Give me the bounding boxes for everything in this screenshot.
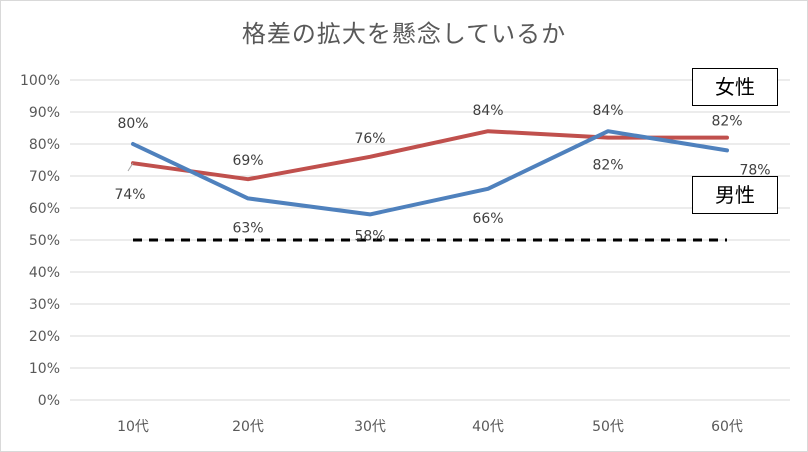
data-label-female: 84% <box>472 103 503 119</box>
series-line-female <box>131 129 729 182</box>
data-label-female: 76% <box>354 131 385 147</box>
data-label-male: 80% <box>117 116 148 132</box>
x-tick-label: 60代 <box>711 419 743 435</box>
x-tick-label: 30代 <box>354 419 386 435</box>
y-tick-label: 30% <box>29 297 60 313</box>
y-tick-label: 60% <box>29 201 60 217</box>
legend-male-label: 男性 <box>692 176 778 214</box>
data-label-female: 82% <box>711 114 742 130</box>
y-tick-label: 90% <box>29 105 60 121</box>
data-label-female: 74% <box>114 187 145 203</box>
y-tick-label: 10% <box>29 361 60 377</box>
y-tick-label: 0% <box>38 393 60 409</box>
data-label-male: 58% <box>354 228 385 244</box>
y-tick-label: 40% <box>29 265 60 281</box>
data-label-male: 66% <box>472 211 503 227</box>
legend-female-label: 女性 <box>692 68 778 106</box>
x-tick-label: 40代 <box>472 419 504 435</box>
y-tick-label: 80% <box>29 137 60 153</box>
x-tick-label: 20代 <box>232 419 264 435</box>
data-label-male: 84% <box>592 103 623 119</box>
y-tick-label: 20% <box>29 329 60 345</box>
chart-title: 格差の拡大を懸念しているか <box>241 20 567 48</box>
data-label-leader <box>127 162 134 172</box>
data-label-female: 82% <box>592 158 623 174</box>
series-line-male <box>131 129 729 217</box>
data-label-male: 78% <box>739 162 770 178</box>
data-label-female: 69% <box>232 153 263 169</box>
x-tick-label: 50代 <box>592 419 624 435</box>
y-tick-label: 50% <box>29 233 60 249</box>
y-tick-label: 70% <box>29 169 60 185</box>
y-tick-label: 100% <box>20 73 60 89</box>
x-tick-label: 10代 <box>117 419 149 435</box>
data-label-male: 63% <box>232 220 263 236</box>
